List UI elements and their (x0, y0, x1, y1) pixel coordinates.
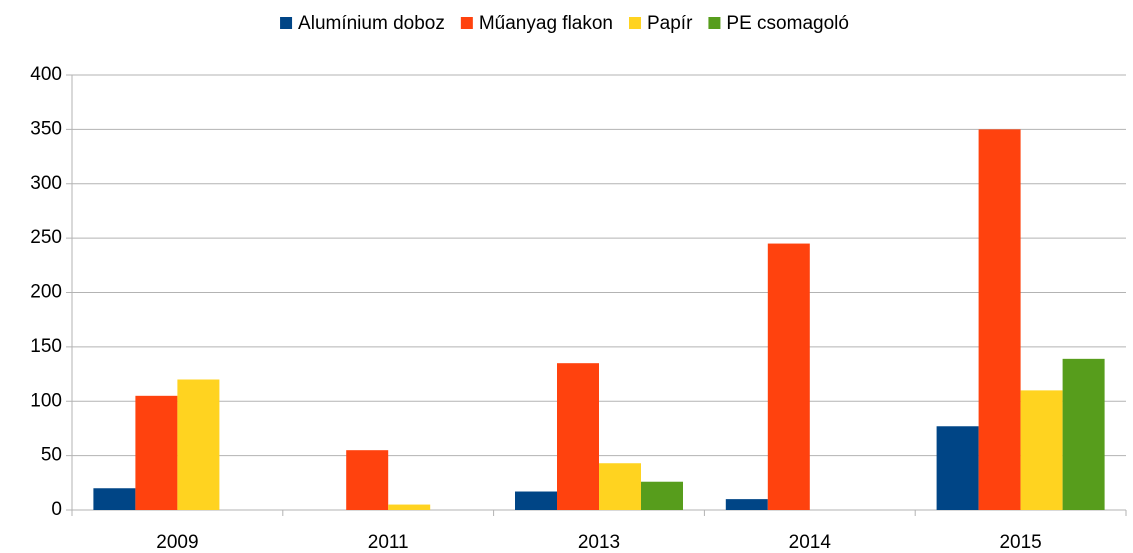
y-tick-label: 0 (51, 499, 62, 520)
y-tick-label: 300 (30, 173, 62, 194)
legend-label: PE csomagoló (726, 13, 849, 34)
y-tick-label: 350 (30, 118, 62, 139)
x-tick-label: 2013 (578, 532, 620, 553)
y-tick-label: 400 (30, 64, 62, 85)
bar (978, 129, 1021, 510)
bar (93, 488, 136, 510)
y-tick-label: 200 (30, 282, 62, 303)
bar (346, 450, 389, 510)
y-tick-label: 250 (30, 227, 62, 248)
y-tick-label: 150 (30, 336, 62, 357)
bar (641, 481, 683, 510)
legend-swatch (629, 17, 642, 29)
bar (557, 363, 599, 510)
legend-swatch (708, 17, 721, 29)
y-tick-label: 100 (30, 390, 62, 411)
legend-label: Alumínium doboz (298, 13, 445, 34)
bar (177, 379, 220, 510)
legend-label: Papír (647, 13, 693, 34)
x-tick-label: 2011 (368, 532, 409, 553)
bar (388, 504, 431, 510)
legend-label: Műanyag flakon (479, 13, 613, 34)
x-tick-label: 2015 (999, 532, 1041, 553)
x-tick-label: 2009 (156, 532, 198, 553)
legend-swatch (460, 17, 473, 29)
x-tick-label: 2014 (789, 532, 832, 553)
bar (135, 395, 178, 510)
y-tick-label: 50 (41, 445, 62, 466)
bar (1062, 358, 1105, 510)
bar (515, 491, 557, 510)
bar (936, 426, 979, 510)
bar (725, 499, 768, 510)
bar (599, 463, 641, 510)
bar (1020, 390, 1063, 510)
bar (767, 243, 810, 510)
legend-swatch (280, 17, 293, 29)
